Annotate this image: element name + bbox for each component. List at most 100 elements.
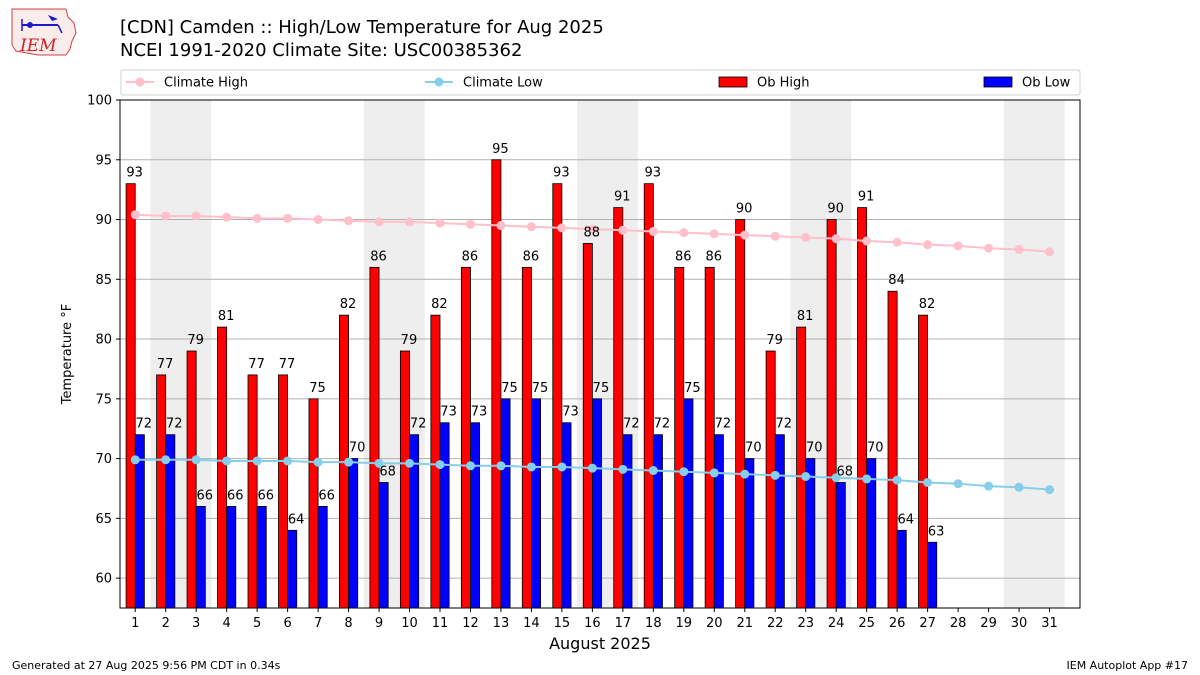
ob-high-label: 90 <box>827 202 844 217</box>
ob-low-bar <box>195 505 206 609</box>
ob-low-label: 70 <box>349 441 366 456</box>
ob-low-label: 72 <box>623 417 640 432</box>
climate-high-point <box>1014 244 1024 254</box>
climate-high-point <box>344 216 354 226</box>
x-tick-label: 11 <box>432 616 449 631</box>
ob-high-label: 75 <box>309 381 326 396</box>
ob-high-bar <box>369 266 380 609</box>
climate-high-point <box>465 219 475 229</box>
climate-low-point <box>648 466 658 476</box>
ob-low-bar <box>683 398 694 609</box>
ob-high-label: 93 <box>126 166 143 181</box>
climate-low-point <box>892 475 902 485</box>
ob-low-bar <box>835 482 846 609</box>
x-tick-label: 12 <box>462 616 479 631</box>
ob-high-label: 82 <box>919 297 936 312</box>
ob-low-label: 75 <box>501 381 518 396</box>
bar-labels: 93 72 77 72 79 66 81 66 77 66 77 64 75 66 82 70 86 68 79 72… <box>126 142 944 539</box>
climate-high-point <box>526 222 536 232</box>
ob-high-label: 86 <box>705 249 722 264</box>
legend-climate-high-label: Climate High <box>164 76 248 91</box>
ob-high-label: 77 <box>157 357 174 372</box>
y-tick-label: 95 <box>95 153 112 168</box>
climate-low-point <box>923 477 933 487</box>
ob-low-label: 75 <box>532 381 549 396</box>
ob-low-label: 73 <box>440 405 457 420</box>
y-tick-label: 60 <box>95 572 112 587</box>
climate-high-point <box>435 218 445 228</box>
ob-low-bar <box>470 422 481 609</box>
chart-subtitle: NCEI 1991-2020 Climate Site: USC00385362 <box>120 40 523 61</box>
climate-high-point <box>862 236 872 246</box>
climate-low-point <box>862 474 872 484</box>
climate-low-point <box>770 470 780 480</box>
ob-high-bar <box>735 219 746 609</box>
x-tick-label: 15 <box>554 616 571 631</box>
climate-high-point <box>252 213 262 223</box>
ob-high-label: 79 <box>401 333 418 348</box>
ob-high-bar <box>704 266 715 609</box>
ob-high-label: 79 <box>187 333 204 348</box>
climate-lines <box>130 210 1055 495</box>
ob-low-label: 72 <box>166 417 183 432</box>
ob-low-label: 70 <box>867 441 884 456</box>
ob-high-bar <box>643 183 654 609</box>
y-axis-label: Temperature °F <box>60 304 75 405</box>
ob-high-bar <box>521 266 532 609</box>
climate-high-point <box>618 225 628 235</box>
climate-high-point <box>191 211 201 221</box>
ob-low-label: 66 <box>227 488 244 503</box>
climate-low-point <box>283 456 293 466</box>
x-axis-label: August 2025 <box>549 634 651 653</box>
chart-title: [CDN] Camden :: High/Low Temperature for… <box>120 17 604 38</box>
x-tick-label: 8 <box>344 616 352 631</box>
ob-high-label: 86 <box>370 249 387 264</box>
ob-low-label: 70 <box>745 441 762 456</box>
x-tick-label: 24 <box>828 616 845 631</box>
x-tick-label: 21 <box>736 616 753 631</box>
ob-low-bar <box>287 529 298 609</box>
ob-low-bar <box>256 505 267 609</box>
ob-low-bar <box>591 398 602 609</box>
climate-low-point <box>679 467 689 477</box>
climate-high-point <box>313 215 323 225</box>
ob-high-label: 77 <box>248 357 265 372</box>
climate-low-point <box>831 473 841 483</box>
x-tick-label: 10 <box>401 616 418 631</box>
x-tick-label: 29 <box>980 616 997 631</box>
x-tick-label: 23 <box>797 616 814 631</box>
plot-frame <box>119 99 1081 609</box>
y-tick-label: 70 <box>95 452 112 467</box>
ob-low-bar <box>774 434 785 609</box>
climate-low-point <box>130 455 140 465</box>
climate-low-point <box>984 481 994 491</box>
x-tick-label: 28 <box>950 616 967 631</box>
ob-low-label: 72 <box>410 417 427 432</box>
climate-low-point <box>222 456 232 466</box>
climate-high-point <box>892 237 902 247</box>
climate-low-point <box>526 462 536 472</box>
ob-high-label: 90 <box>736 202 753 217</box>
ob-high-label: 82 <box>340 297 357 312</box>
x-tick-label: 25 <box>858 616 875 631</box>
climate-high-point <box>161 211 171 221</box>
ob-high-bar <box>308 398 319 609</box>
climate-low-point <box>740 469 750 479</box>
ob-low-bar <box>713 434 724 609</box>
legend-climate-low-marker <box>434 77 444 87</box>
climate-high-point <box>801 232 811 242</box>
climate-low-point <box>435 460 445 470</box>
x-tick-label: 2 <box>162 616 170 631</box>
ob-high-label: 81 <box>797 309 814 324</box>
ob-high-label: 84 <box>888 273 905 288</box>
ob-low-label: 68 <box>379 464 396 479</box>
climate-high-point <box>953 241 963 251</box>
climate-high-point <box>1045 247 1055 257</box>
x-tick-label: 5 <box>253 616 261 631</box>
x-tick-label: 6 <box>283 616 291 631</box>
climate-high-point <box>740 230 750 240</box>
climate-high-point <box>679 228 689 238</box>
ob-high-label: 91 <box>614 190 631 205</box>
